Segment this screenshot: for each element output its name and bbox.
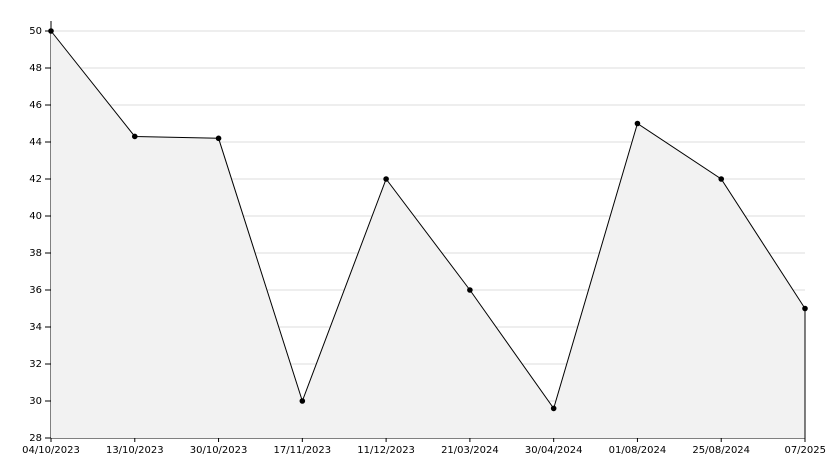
y-tick-label: 28 (29, 433, 42, 444)
x-tick-label: 07/2025 (784, 445, 826, 456)
y-tick-label: 46 (29, 100, 42, 111)
y-tick-label: 30 (29, 396, 42, 407)
y-tick-label: 42 (29, 174, 42, 185)
x-tick-label: 13/10/2023 (106, 445, 164, 456)
x-tick-label: 21/03/2024 (441, 445, 499, 456)
point (634, 120, 641, 127)
point (550, 405, 557, 412)
x-tick-label: 11/12/2023 (357, 445, 415, 456)
point (299, 398, 306, 404)
y-tick-label: 36 (29, 285, 42, 296)
y-tick-label: 32 (29, 359, 42, 370)
y-tick-label: 34 (29, 322, 42, 333)
y-tick-label: 38 (29, 248, 42, 259)
y-tick-label: 44 (29, 137, 42, 148)
x-tick-label: 30/04/2024 (525, 445, 583, 456)
x-tick-label: 25/08/2024 (692, 445, 750, 456)
y-tick-label: 48 (29, 63, 42, 74)
point (383, 176, 389, 182)
x-tick-label: 04/10/2023 (22, 445, 80, 456)
y-tick-label: 40 (29, 211, 42, 222)
point (467, 287, 473, 293)
y-tick-label: 50 (29, 26, 42, 37)
point (131, 133, 138, 140)
x-tick-label: 30/10/2023 (190, 445, 248, 456)
line (50, 30, 806, 410)
point (48, 28, 54, 34)
point (215, 135, 222, 142)
point (802, 305, 808, 312)
x-tick-label: 17/11/2023 (274, 445, 332, 456)
x-tick-label: 01/08/2024 (609, 445, 667, 456)
point (718, 176, 725, 182)
